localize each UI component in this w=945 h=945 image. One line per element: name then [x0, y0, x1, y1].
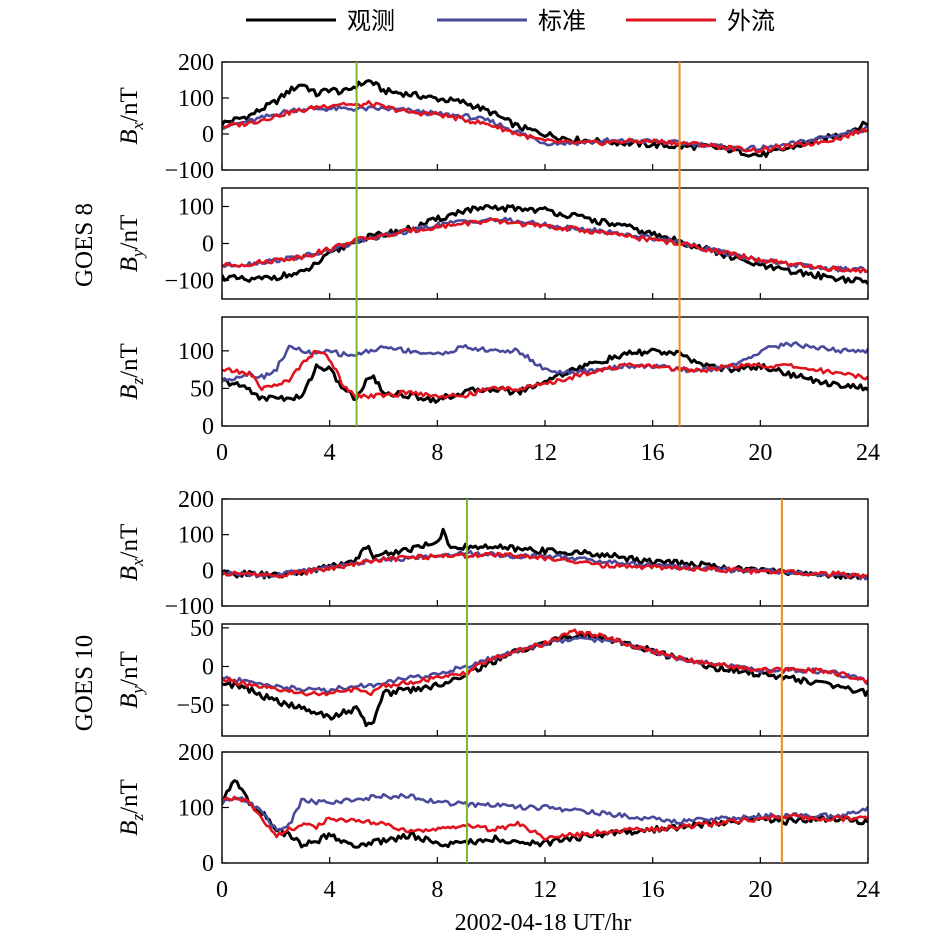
x-axis-label: 2002-04-18 UT/hr — [455, 910, 632, 936]
series-line-standard — [222, 105, 868, 152]
y-tick-label: 50 — [190, 616, 214, 642]
x-tick-label: 0 — [216, 440, 228, 466]
series-line-standard — [222, 549, 868, 581]
x-tick-label: 20 — [748, 877, 772, 903]
series-line-observed — [222, 630, 868, 728]
y-tick-label: −50 — [176, 693, 214, 719]
y-tick-label: 200 — [178, 740, 214, 766]
y-tick-label: 100 — [178, 195, 214, 221]
plot-area — [222, 527, 868, 581]
legend-label-observed: 观测 — [347, 7, 395, 35]
y-axis-label: By/nT — [116, 651, 147, 709]
y-tick-label: 100 — [178, 796, 214, 822]
series-line-standard — [222, 341, 868, 383]
x-tick-label: 12 — [533, 877, 557, 903]
plot-area — [222, 628, 868, 728]
y-axis-label: By/nT — [116, 215, 147, 273]
x-tick-label: 4 — [324, 877, 336, 903]
series-line-outflow — [222, 795, 868, 842]
y-tick-label: 0 — [202, 232, 214, 258]
x-tick-label: 24 — [856, 877, 880, 903]
y-tick-label: 0 — [202, 654, 214, 680]
panel-0: 200 100 0 −100 Bx/nT — [116, 50, 869, 184]
panel-4: 50 0 −50 By/nT — [116, 616, 869, 737]
panel-frame — [221, 751, 869, 864]
x-tick-label: 0 — [216, 877, 228, 903]
x-tick-label: 8 — [431, 877, 443, 903]
series-line-observed — [222, 347, 868, 404]
event-markers-1 — [465, 499, 783, 863]
panel-frame — [221, 61, 869, 171]
y-tick-label: 100 — [178, 523, 214, 549]
satellite-labels: GOES 8 GOES 10 — [71, 203, 98, 731]
panel-frame — [221, 187, 869, 300]
x-tick-label: 20 — [748, 440, 772, 466]
y-tick-label: −100 — [164, 269, 214, 295]
legend-label-standard: 标准 — [538, 7, 586, 35]
y-tick-label: 100 — [178, 339, 214, 365]
x-tick-label: 8 — [431, 440, 443, 466]
y-tick-label: 100 — [178, 86, 214, 112]
y-tick-label: 200 — [178, 487, 214, 513]
series-line-observed — [222, 204, 868, 285]
y-tick-label: 0 — [202, 414, 214, 440]
series-line-outflow — [222, 551, 868, 579]
legend: 观测 标准 外流 — [246, 7, 775, 35]
group-label-goes10: GOES 10 — [71, 635, 98, 732]
y-axis-label: Bz/nT — [116, 779, 147, 836]
panel-2: 100 50 00 4 8 12 16 20 24 Bz/nT — [116, 316, 880, 466]
x-tick-label: 24 — [856, 440, 880, 466]
series-line-standard — [222, 636, 868, 694]
y-tick-label: −100 — [164, 594, 214, 620]
plot-area — [222, 79, 868, 158]
y-axis-label: Bx/nT — [116, 87, 147, 145]
y-tick-label: −100 — [164, 158, 214, 184]
y-axis-label: Bx/nT — [116, 524, 147, 582]
series-line-outflow — [222, 217, 868, 274]
plot-area — [222, 779, 868, 849]
legend-entry-outflow: 外流 — [626, 7, 775, 35]
group-label-goes8: GOES 8 — [71, 203, 98, 287]
panel-1: 100 0 −100 By/nT — [116, 187, 869, 300]
y-tick-label: 0 — [202, 122, 214, 148]
series-line-outflow — [222, 100, 868, 154]
plot-area — [222, 341, 868, 404]
y-axis-label: Bz/nT — [116, 343, 147, 400]
y-tick-label: 0 — [202, 558, 214, 584]
x-tick-label: 4 — [324, 440, 336, 466]
panel-3: 200 100 0 −100 Bx/nT — [116, 487, 869, 620]
legend-label-outflow: 外流 — [727, 7, 775, 35]
legend-entry-standard: 标准 — [437, 7, 586, 35]
y-tick-label: 50 — [190, 376, 214, 402]
x-tick-label: 16 — [641, 877, 665, 903]
series-line-standard — [222, 792, 868, 832]
series-line-observed — [222, 527, 868, 581]
plot-area — [222, 204, 868, 285]
y-tick-label: 200 — [178, 50, 214, 76]
x-tick-label: 12 — [533, 440, 557, 466]
series-line-observed — [222, 79, 868, 158]
series-line-outflow — [222, 349, 868, 400]
legend-entry-observed: 观测 — [246, 7, 395, 35]
event-markers-0 — [355, 62, 681, 426]
series-line-outflow — [222, 628, 868, 697]
panel-5: 200 100 00 4 8 12 16 20 24 Bz/nT — [116, 740, 880, 903]
y-tick-label: 0 — [202, 851, 214, 877]
x-tick-label: 16 — [641, 440, 665, 466]
